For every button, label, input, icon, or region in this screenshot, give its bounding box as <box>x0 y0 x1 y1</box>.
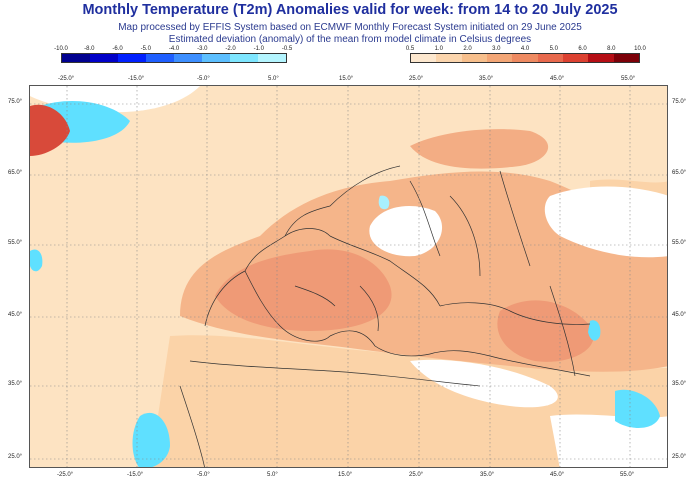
longitude-label: -5.0° <box>197 472 210 478</box>
legend-cold-swatch <box>230 54 258 62</box>
legend-cold-swatch <box>62 54 90 62</box>
cold-anomaly-greenland <box>30 104 70 156</box>
longitude-label: 15.0° <box>338 472 353 478</box>
hot-region-north <box>410 129 549 169</box>
map-title: Monthly Temperature (T2m) Anomalies vali… <box>82 2 618 18</box>
neutral-region-east-mediterranean <box>410 359 558 408</box>
legend-warm-swatch <box>512 54 538 62</box>
legend-warm-value-label: 1.0 <box>434 46 443 52</box>
latitude-label: 25.0° <box>672 454 687 460</box>
legend-cold-swatch <box>174 54 202 62</box>
cold-anomaly-caspian <box>588 320 601 341</box>
legend-cold-value-label: -4.0 <box>168 46 180 52</box>
legend-cold-value-label: -1.0 <box>253 46 264 52</box>
longitude-label: 35.0° <box>480 472 495 478</box>
longitude-label-top: 35.0° <box>479 76 494 82</box>
legend-cold-value-label: -8.0 <box>84 46 95 52</box>
longitude-label: -25.0° <box>57 472 74 478</box>
cold-anomaly-north-atlantic <box>30 249 43 272</box>
neutral-region-russia <box>544 186 667 258</box>
legend-warm-swatch <box>537 54 563 62</box>
map-subtitle-source: Map processed by EFFIS System based on E… <box>118 22 582 33</box>
legend-warm-colorbar <box>410 53 640 63</box>
longitude-label: 45.0° <box>550 472 565 478</box>
latitude-label: 65.0° <box>672 170 687 176</box>
latitude-label: 45.0° <box>672 312 687 318</box>
latitude-label: 45.0° <box>8 312 23 318</box>
legend-warm-value-label: 0.5 <box>405 46 415 52</box>
anomaly-map <box>29 85 668 468</box>
legend-warm-swatch <box>411 54 437 62</box>
legend-cold-value-label: -2.0 <box>225 46 236 52</box>
legend-cold-swatch <box>146 54 174 62</box>
latitude-label: 35.0° <box>672 381 687 387</box>
hot-region-central-europe <box>215 249 392 331</box>
legend-warm-swatch <box>613 54 639 62</box>
latitude-label: 75.0° <box>672 99 687 105</box>
legend-warm-swatch <box>436 54 462 62</box>
anomaly-map-canvas <box>30 86 667 467</box>
latitude-label: 75.0° <box>8 99 23 105</box>
longitude-label: -15.0° <box>127 472 144 478</box>
legend-warm-value-label: 10.0 <box>634 46 646 52</box>
longitude-label-top: -5.0° <box>197 76 210 82</box>
legend-warm-swatch <box>562 54 589 62</box>
legend-cold-swatch <box>202 54 230 62</box>
country-borders <box>179 165 591 467</box>
cold-anomaly-baltic <box>378 195 390 210</box>
legend-warm-value-label: 8.0 <box>607 46 616 52</box>
longitude-label: 55.0° <box>620 472 635 478</box>
cold-anomaly-west-sahara <box>132 412 170 467</box>
legend-cold-value-label: -6.0 <box>112 46 123 52</box>
legend-cold-colorbar <box>61 53 287 63</box>
legend-cold-swatch <box>118 54 146 62</box>
latitude-label: 55.0° <box>672 240 687 246</box>
latitude-label: 35.0° <box>8 381 23 387</box>
legend-warm-value-label: 6.0 <box>578 46 587 52</box>
longitude-label-top: 25.0° <box>409 76 424 82</box>
legend-warm-swatch <box>588 54 614 62</box>
legend-cold-value-label: -5.0 <box>140 46 151 52</box>
longitude-label-top: 55.0° <box>621 76 636 82</box>
longitude-label: 25.0° <box>409 472 424 478</box>
latitude-label: 25.0° <box>8 454 23 460</box>
latitude-label: 65.0° <box>8 170 23 176</box>
graticule <box>30 86 667 467</box>
legend-warm-value-label: 3.0 <box>492 46 501 52</box>
neutral-region-scandinavia <box>369 206 443 257</box>
map-subtitle-description: Estimated deviation (anomaly) of the mea… <box>168 34 532 45</box>
longitude-label-top: 45.0° <box>550 76 565 82</box>
legend-cold-value-label: -3.0 <box>197 46 208 52</box>
legend-warm-swatch <box>486 54 513 62</box>
longitude-label-top: -15.0° <box>128 76 145 82</box>
legend-cold-value-label: -10.0 <box>54 46 68 52</box>
legend-cold-swatch <box>90 54 118 62</box>
cold-anomaly-arabia <box>615 389 660 428</box>
legend-warm-value-label: 5.0 <box>549 46 558 52</box>
longitude-label-top: -25.0° <box>58 76 75 82</box>
legend-cold-swatch <box>258 54 286 62</box>
legend-cold-value-label: -0.5 <box>281 46 293 52</box>
longitude-label-top: 15.0° <box>339 76 354 82</box>
latitude-label: 55.0° <box>8 240 23 246</box>
legend-warm-value-label: 4.0 <box>520 46 530 52</box>
longitude-label-top: 5.0° <box>268 76 279 82</box>
legend-warm-value-label: 2.0 <box>463 46 472 52</box>
legend-warm-swatch <box>461 54 487 62</box>
longitude-label: 5.0° <box>267 472 278 478</box>
